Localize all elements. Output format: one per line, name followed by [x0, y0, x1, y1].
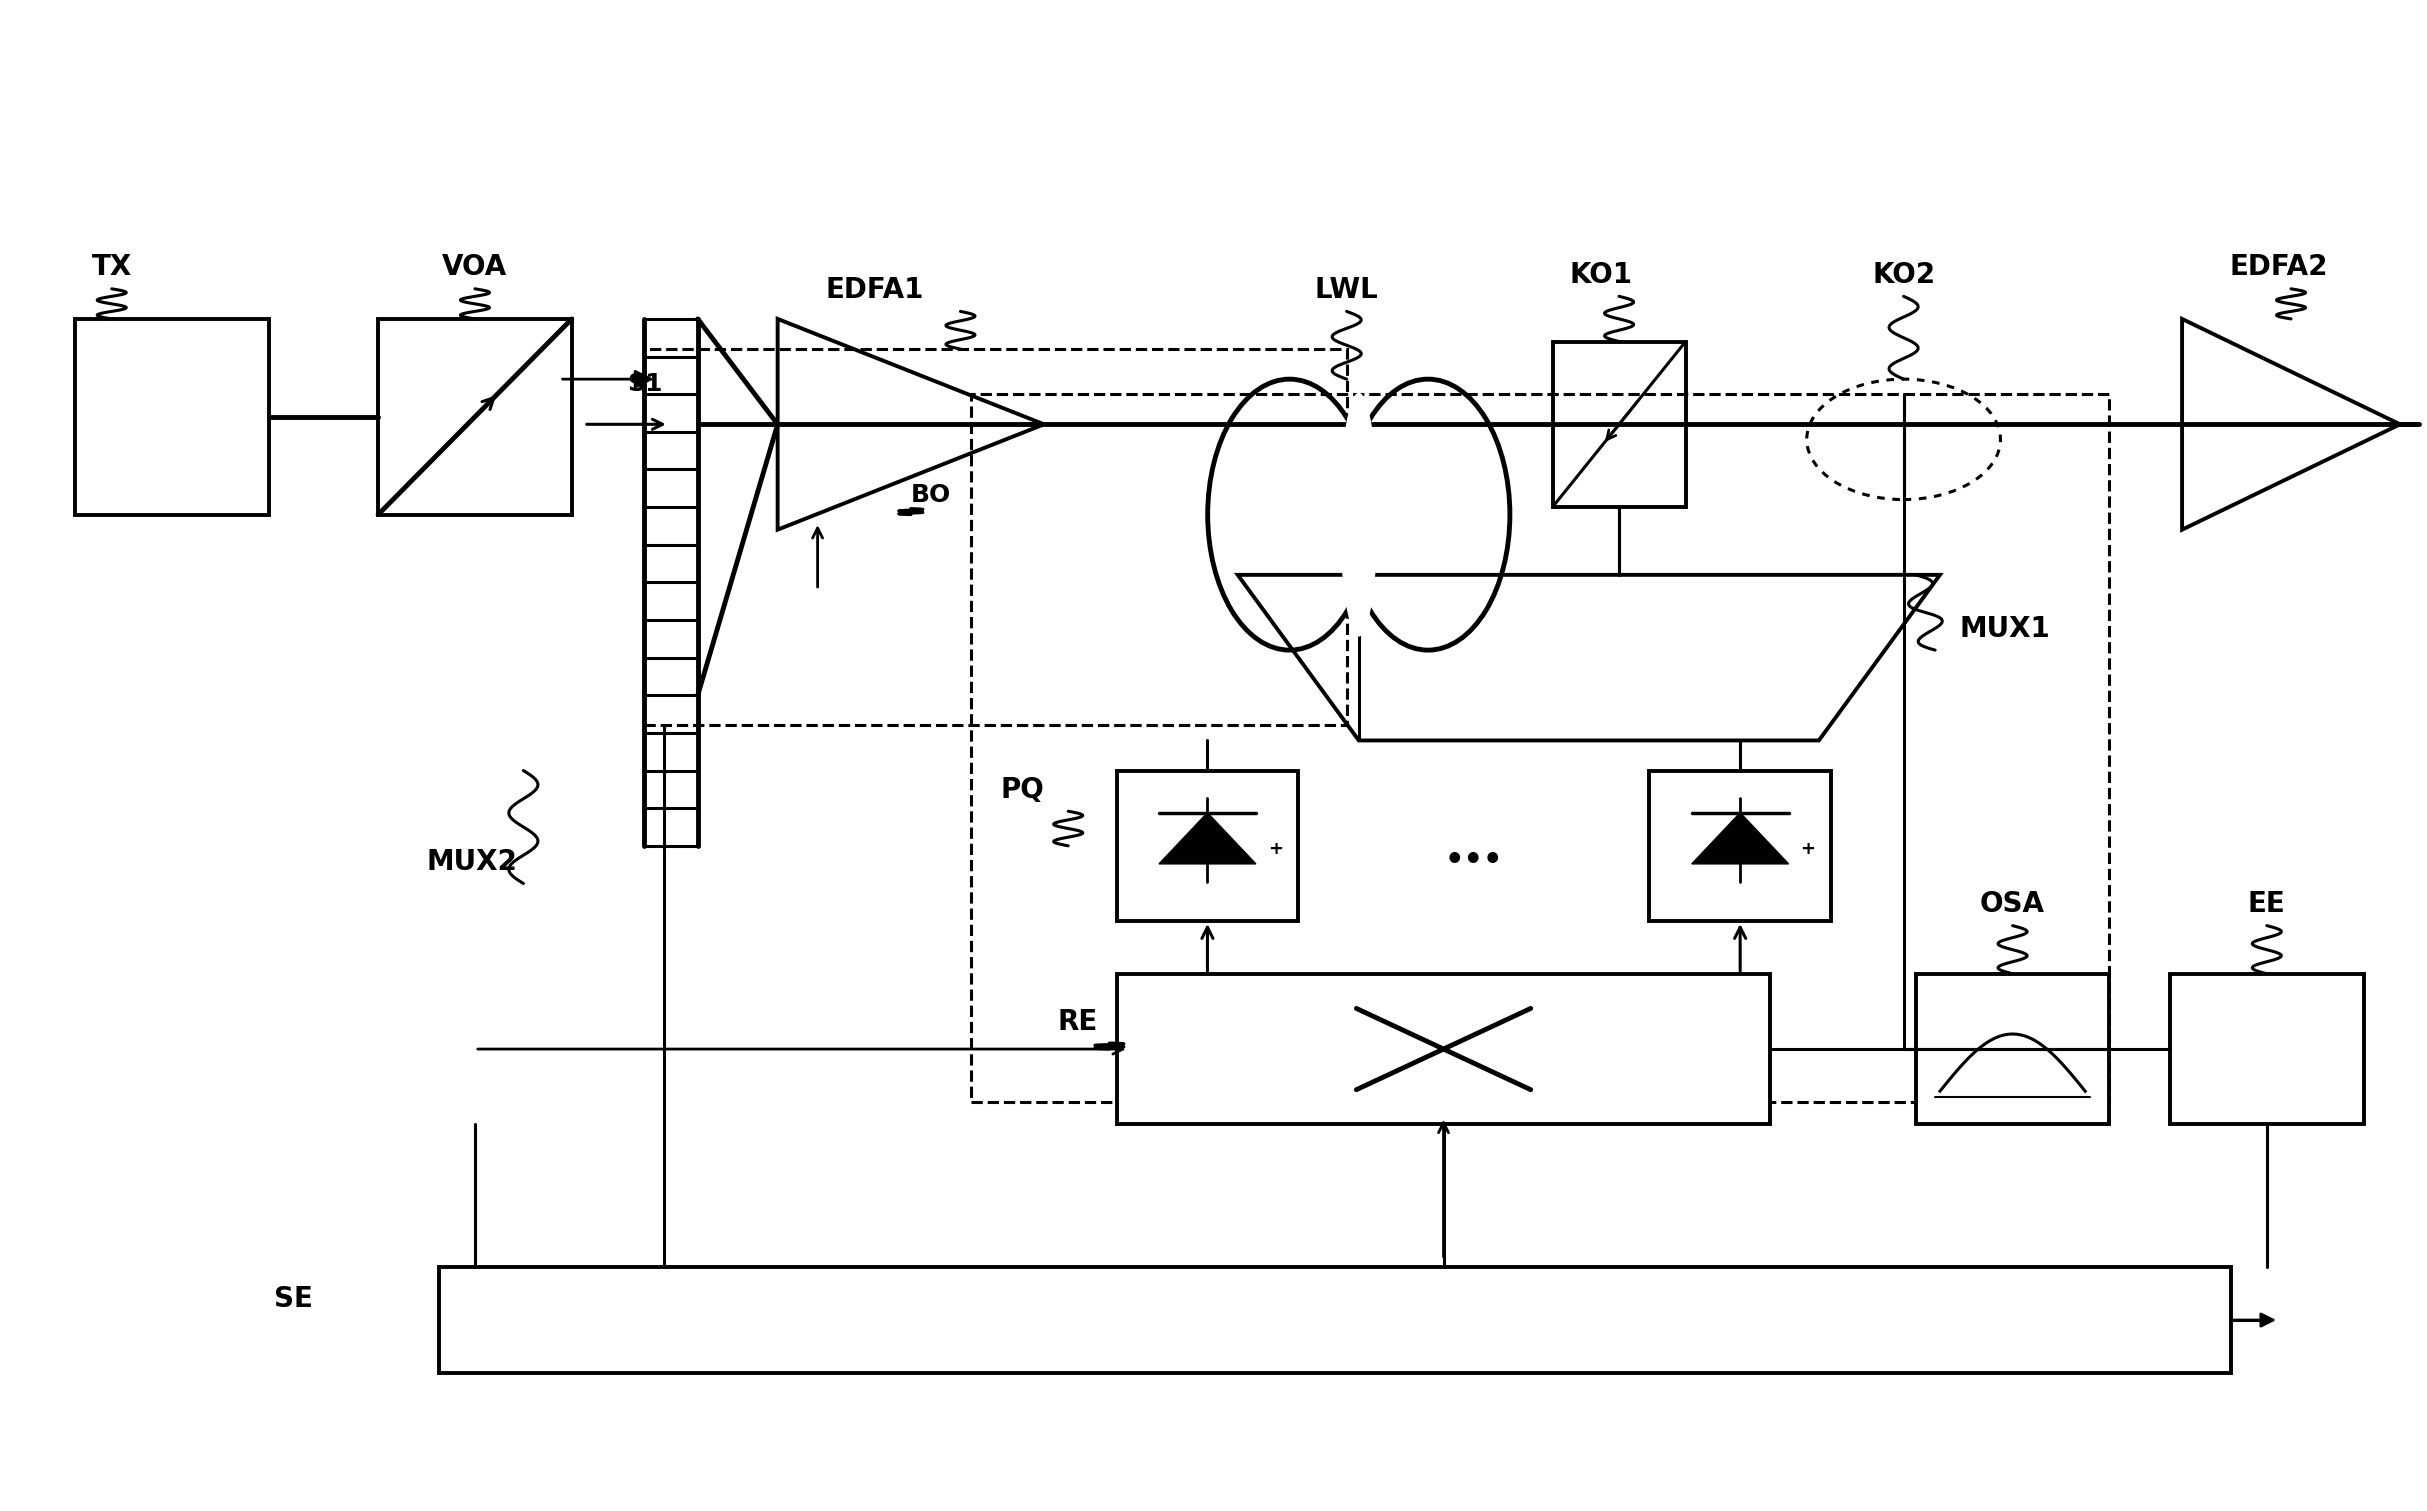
FancyBboxPatch shape [1915, 973, 2109, 1124]
Text: PQ: PQ [1000, 775, 1044, 804]
Text: OSA: OSA [1980, 890, 2046, 919]
Text: TX: TX [92, 254, 131, 281]
Text: RE: RE [1058, 1008, 1097, 1035]
FancyBboxPatch shape [379, 319, 573, 515]
Text: MUX2: MUX2 [427, 848, 517, 876]
Text: LWL: LWL [1315, 277, 1379, 304]
Text: VOA: VOA [442, 254, 507, 281]
Text: SE: SE [274, 1284, 313, 1313]
FancyBboxPatch shape [1650, 771, 1830, 922]
Polygon shape [1692, 813, 1789, 864]
Polygon shape [1160, 813, 1255, 864]
Text: KO1: KO1 [1570, 261, 1633, 289]
FancyBboxPatch shape [1116, 771, 1298, 922]
Text: •••: ••• [1444, 846, 1502, 875]
FancyBboxPatch shape [2170, 973, 2364, 1124]
Ellipse shape [1340, 393, 1379, 636]
FancyBboxPatch shape [439, 1268, 2230, 1372]
Text: EDFA1: EDFA1 [825, 277, 925, 304]
Text: EDFA2: EDFA2 [2230, 254, 2327, 281]
FancyBboxPatch shape [1553, 341, 1687, 508]
Text: +: + [1267, 840, 1284, 858]
Text: +: + [1801, 840, 1815, 858]
Text: S1: S1 [629, 372, 663, 396]
Text: EE: EE [2247, 890, 2286, 919]
FancyBboxPatch shape [75, 319, 269, 515]
Text: MUX1: MUX1 [1959, 615, 2051, 642]
FancyBboxPatch shape [1116, 973, 1769, 1124]
Text: KO2: KO2 [1871, 261, 1934, 289]
Text: BO: BO [910, 484, 951, 508]
